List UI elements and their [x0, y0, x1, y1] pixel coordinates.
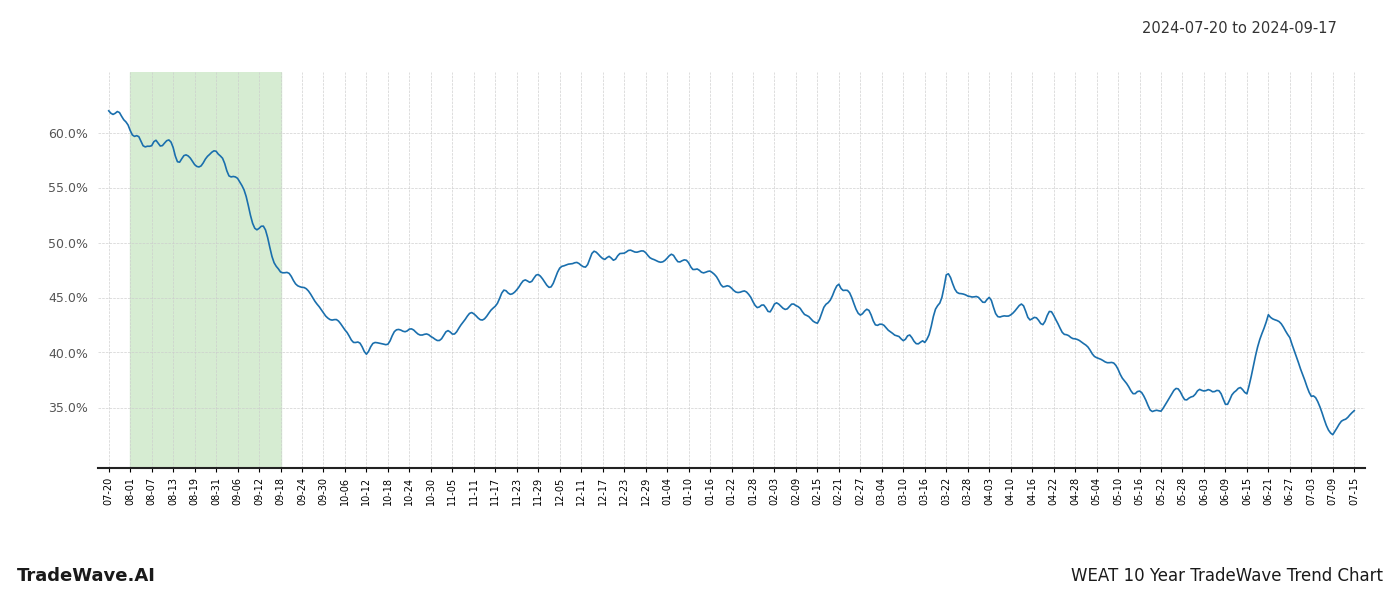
Bar [130, 72, 280, 468]
Text: TradeWave.AI: TradeWave.AI [17, 567, 155, 585]
Text: WEAT 10 Year TradeWave Trend Chart: WEAT 10 Year TradeWave Trend Chart [1071, 567, 1383, 585]
Text: 2024-07-20 to 2024-09-17: 2024-07-20 to 2024-09-17 [1142, 21, 1337, 36]
